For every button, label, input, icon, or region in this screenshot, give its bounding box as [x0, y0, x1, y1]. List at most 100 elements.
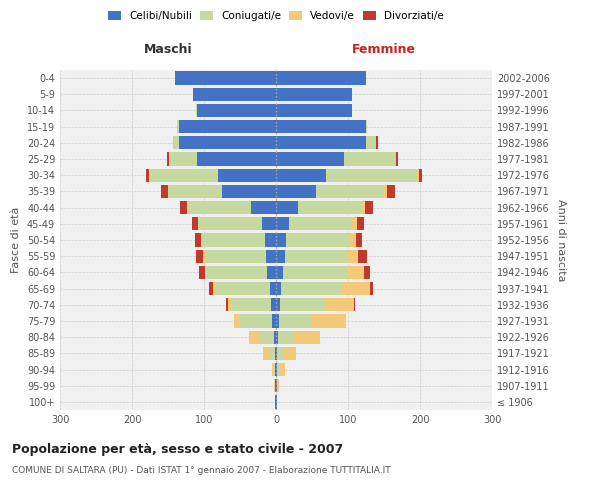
Bar: [277, 363, 279, 376]
Bar: [326, 298, 354, 312]
Bar: [268, 266, 276, 279]
Bar: [387, 185, 395, 198]
Bar: [196, 104, 197, 117]
Bar: [276, 185, 316, 198]
Bar: [278, 330, 293, 344]
Bar: [272, 314, 276, 328]
Bar: [276, 201, 298, 214]
Bar: [205, 250, 266, 263]
Bar: [175, 72, 276, 85]
Bar: [232, 298, 271, 312]
Bar: [276, 298, 280, 312]
Bar: [289, 217, 352, 230]
Bar: [276, 136, 366, 149]
Bar: [279, 363, 284, 376]
Bar: [168, 185, 222, 198]
Bar: [279, 314, 311, 328]
Bar: [187, 201, 251, 214]
Text: Popolazione per età, sesso e stato civile - 2007: Popolazione per età, sesso e stato civil…: [12, 442, 343, 456]
Bar: [192, 217, 197, 230]
Bar: [180, 201, 187, 214]
Bar: [228, 298, 232, 312]
Bar: [251, 201, 276, 214]
Bar: [274, 379, 275, 392]
Bar: [271, 298, 276, 312]
Bar: [276, 152, 344, 166]
Bar: [199, 266, 205, 279]
Bar: [326, 168, 416, 182]
Bar: [178, 120, 179, 134]
Text: Femmine: Femmine: [352, 44, 416, 57]
Text: Maschi: Maschi: [143, 44, 193, 57]
Bar: [358, 217, 364, 230]
Bar: [276, 72, 366, 85]
Bar: [226, 298, 228, 312]
Bar: [416, 168, 419, 182]
Bar: [265, 234, 276, 246]
Bar: [269, 346, 275, 360]
Legend: Celibi/Nubili, Coniugati/e, Vedovi/e, Divorziati/e: Celibi/Nubili, Coniugati/e, Vedovi/e, Di…: [105, 8, 447, 24]
Bar: [209, 282, 212, 295]
Bar: [266, 250, 276, 263]
Bar: [173, 136, 179, 149]
Bar: [396, 152, 398, 166]
Bar: [348, 266, 364, 279]
Bar: [277, 346, 283, 360]
Bar: [365, 201, 373, 214]
Bar: [222, 185, 276, 198]
Bar: [284, 250, 348, 263]
Bar: [276, 168, 326, 182]
Bar: [259, 330, 274, 344]
Bar: [262, 217, 276, 230]
Bar: [201, 234, 202, 246]
Bar: [198, 217, 262, 230]
Bar: [276, 217, 289, 230]
Bar: [240, 314, 272, 328]
Bar: [366, 136, 374, 149]
Bar: [196, 234, 201, 246]
Text: COMUNE DI SALTARA (PU) - Dati ISTAT 1° gennaio 2007 - Elaborazione TUTTITALIA.IT: COMUNE DI SALTARA (PU) - Dati ISTAT 1° g…: [12, 466, 391, 475]
Bar: [179, 136, 276, 149]
Bar: [358, 250, 367, 263]
Bar: [218, 168, 276, 182]
Bar: [276, 330, 278, 344]
Bar: [212, 282, 216, 295]
Bar: [281, 282, 342, 295]
Bar: [276, 379, 277, 392]
Bar: [275, 379, 276, 392]
Bar: [275, 396, 276, 408]
Y-axis label: Anni di nascita: Anni di nascita: [556, 198, 566, 281]
Bar: [146, 168, 149, 182]
Bar: [161, 185, 168, 198]
Bar: [349, 234, 356, 246]
Bar: [206, 266, 268, 279]
Bar: [370, 282, 373, 295]
Bar: [276, 396, 277, 408]
Bar: [348, 250, 358, 263]
Bar: [196, 250, 203, 263]
Bar: [149, 168, 150, 182]
Bar: [316, 185, 384, 198]
Bar: [356, 234, 362, 246]
Bar: [275, 346, 276, 360]
Bar: [354, 298, 355, 312]
Bar: [364, 266, 370, 279]
Bar: [376, 136, 377, 149]
Bar: [169, 152, 197, 166]
Bar: [193, 88, 276, 101]
Bar: [362, 201, 365, 214]
Bar: [384, 185, 387, 198]
Bar: [270, 282, 276, 295]
Bar: [276, 282, 281, 295]
Bar: [216, 282, 270, 295]
Bar: [277, 379, 279, 392]
Bar: [203, 250, 205, 263]
Bar: [342, 282, 370, 295]
Bar: [167, 152, 169, 166]
Bar: [202, 234, 265, 246]
Y-axis label: Fasce di età: Fasce di età: [11, 207, 21, 273]
Bar: [272, 363, 274, 376]
Bar: [395, 152, 396, 166]
Bar: [197, 217, 198, 230]
Bar: [366, 120, 367, 134]
